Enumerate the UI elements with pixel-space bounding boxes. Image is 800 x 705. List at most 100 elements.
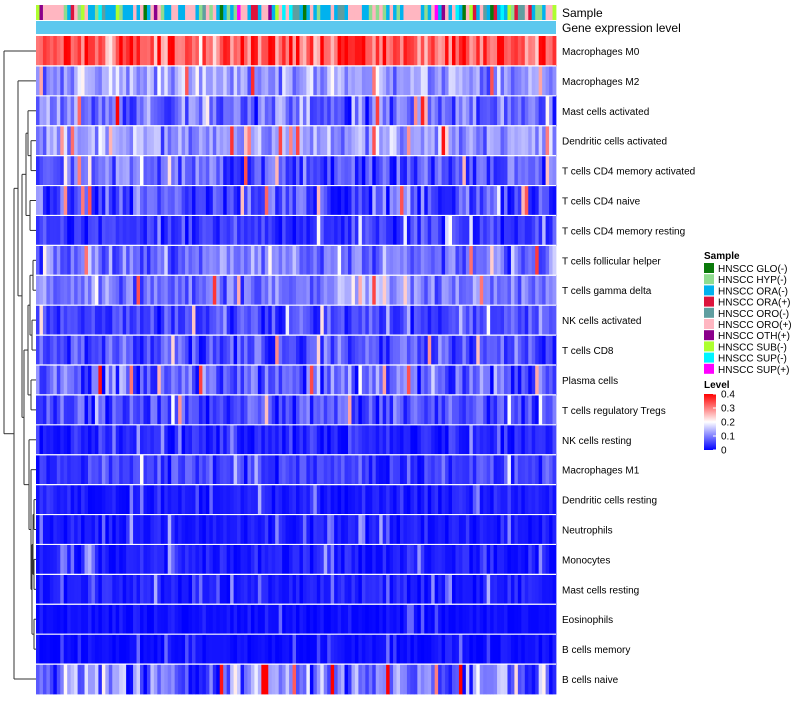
heatmap-cell — [354, 454, 359, 486]
heatmap-cell — [226, 424, 231, 456]
heatmap-cell — [178, 664, 182, 695]
heatmap-cell — [348, 185, 352, 216]
heatmap-cell — [36, 544, 40, 575]
heatmap-cell — [157, 275, 162, 306]
heatmap-cell — [524, 155, 529, 186]
heatmap-cell — [327, 544, 332, 575]
heatmap-cell — [119, 95, 124, 127]
heatmap-cell — [462, 275, 467, 306]
heatmap-cell — [157, 95, 162, 127]
sample-annotation-cell — [320, 5, 325, 20]
heatmap-cell — [341, 514, 345, 545]
heatmap-cell — [77, 544, 82, 575]
heatmap-cell — [417, 215, 422, 246]
heatmap-cell — [528, 36, 533, 67]
heatmap-cell — [53, 424, 58, 456]
heatmap-cell — [188, 484, 193, 515]
heatmap-cell — [542, 574, 546, 605]
heatmap-cell — [223, 215, 228, 246]
heatmap-cell — [136, 305, 141, 336]
heatmap-cell — [133, 125, 137, 157]
heatmap-cell — [458, 664, 463, 695]
heatmap-cell — [542, 305, 546, 336]
sample-annotation-cell — [240, 5, 245, 20]
heatmap-cell — [507, 36, 512, 67]
heatmap-cell — [406, 394, 411, 426]
heatmap-cell — [136, 424, 141, 456]
heatmap-cell — [108, 155, 113, 186]
heatmap-cell — [36, 36, 40, 67]
heatmap-cell — [313, 155, 318, 186]
heatmap-cell — [101, 604, 106, 635]
heatmap-cell — [160, 305, 165, 336]
heatmap-cell — [334, 454, 338, 486]
heatmap-cell — [424, 365, 429, 396]
sample-annotation-cell — [53, 5, 58, 20]
heatmap-cell — [365, 215, 370, 246]
heatmap-cell — [490, 604, 494, 635]
heatmap-cell — [119, 65, 124, 97]
heatmap-cell — [486, 394, 491, 426]
sample-legend-label: HNSCC ORO(-) — [718, 309, 789, 320]
heatmap-cell — [226, 335, 231, 366]
heatmap-cell — [510, 424, 515, 456]
heatmap-cell — [396, 155, 401, 186]
heatmap-cell — [289, 365, 293, 396]
heatmap-cell — [88, 544, 92, 575]
heatmap-cell — [441, 335, 446, 366]
heatmap-cell — [458, 574, 463, 605]
heatmap-cell — [63, 335, 68, 366]
heatmap-cell — [545, 604, 550, 635]
heatmap-cell — [164, 604, 169, 635]
heatmap-cell — [538, 305, 543, 336]
heatmap-cell — [36, 215, 40, 246]
heatmap-cell — [49, 394, 54, 426]
heatmap-cell — [517, 365, 522, 396]
heatmap-cell — [382, 604, 387, 635]
heatmap-cell — [63, 454, 68, 486]
heatmap-cell — [306, 514, 311, 545]
heatmap-cell — [219, 215, 224, 246]
heatmap-cell — [278, 484, 283, 515]
heatmap-cell — [289, 394, 293, 426]
heatmap-cell — [140, 454, 144, 486]
heatmap-cell — [351, 514, 356, 545]
heatmap-cell — [278, 634, 283, 665]
heatmap-cell — [105, 484, 110, 515]
heatmap-cell — [178, 365, 182, 396]
heatmap-cell — [282, 365, 286, 396]
heatmap-cell — [296, 634, 300, 665]
heatmap-cell — [94, 125, 99, 157]
row-label: Eosinophils — [562, 615, 613, 626]
heatmap-cell — [129, 574, 134, 605]
heatmap-cell — [268, 544, 273, 575]
heatmap-cell — [490, 484, 494, 515]
heatmap-cell — [271, 185, 276, 216]
heatmap-cell — [202, 125, 207, 157]
heatmap-cell — [202, 275, 207, 306]
heatmap-cell — [101, 664, 106, 695]
heatmap-cell — [84, 394, 89, 426]
heatmap-cell — [115, 454, 120, 486]
heatmap-cell — [77, 185, 82, 216]
heatmap-cell — [233, 454, 238, 486]
heatmap-cell — [469, 544, 474, 575]
heatmap-cell — [504, 215, 508, 246]
heatmap-cell — [195, 65, 200, 97]
heatmap-cell — [278, 365, 283, 396]
heatmap-cell — [160, 574, 165, 605]
heatmap-cell — [140, 305, 144, 336]
sample-annotation-cell — [528, 5, 533, 20]
heatmap-cell — [178, 574, 182, 605]
heatmap-cell — [77, 484, 82, 515]
heatmap-cell — [257, 514, 262, 545]
heatmap-cell — [250, 365, 255, 396]
heatmap-cell — [341, 36, 345, 67]
heatmap-cell — [420, 245, 425, 276]
heatmap-cell — [552, 275, 557, 306]
heatmap-cell — [39, 275, 44, 306]
heatmap-cells — [36, 36, 557, 695]
heatmap-cell — [212, 65, 217, 97]
heatmap-cell — [400, 95, 404, 127]
heatmap-cell — [285, 155, 290, 186]
